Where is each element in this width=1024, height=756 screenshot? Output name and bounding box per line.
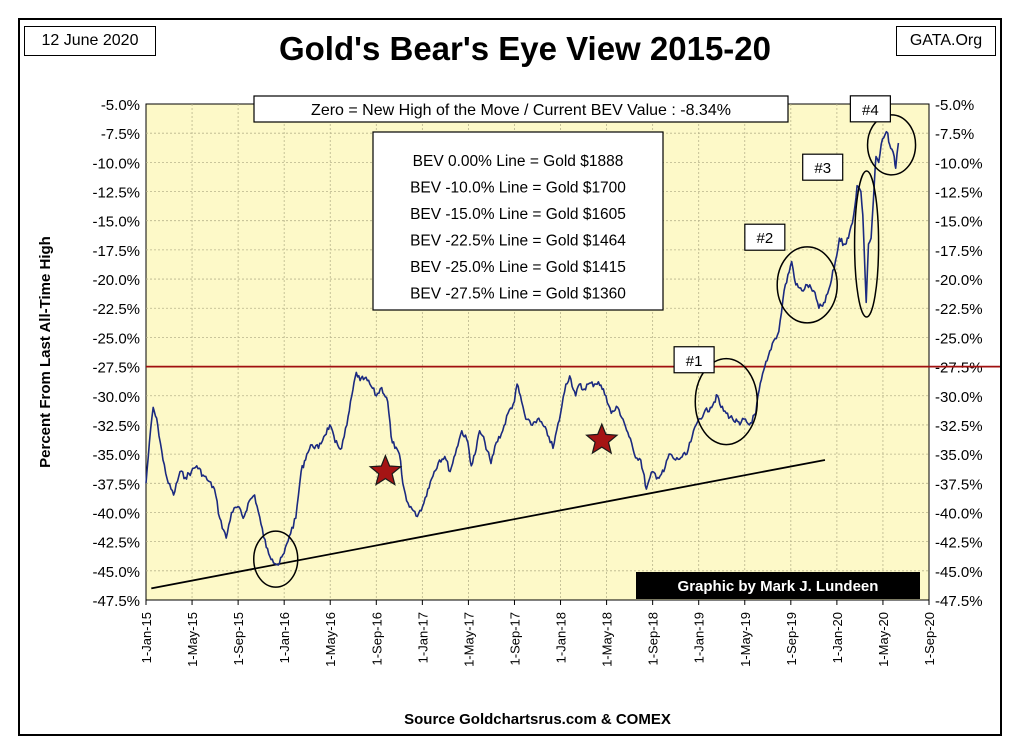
- y-tick-label-right: -40.0%: [935, 505, 983, 522]
- y-tick-label-right: -27.5%: [935, 360, 983, 377]
- y-tick-label-left: -47.5%: [92, 593, 140, 610]
- circle-label: #2: [756, 230, 773, 247]
- y-tick-label-left: -42.5%: [92, 535, 140, 552]
- x-tick-label: 1-May-19: [738, 612, 753, 667]
- y-tick-label-right: -22.5%: [935, 301, 983, 318]
- credit-box: [636, 572, 920, 599]
- y-tick-label-left: -17.5%: [92, 243, 140, 260]
- y-tick-label-right: -42.5%: [935, 535, 983, 552]
- highlight-circle: [866, 114, 917, 176]
- circle-label-box: [849, 95, 891, 123]
- bev-series-line: [145, 130, 900, 566]
- chart-title: Gold's Bear's Eye View 2015-20: [278, 30, 772, 67]
- circle-label-box: [744, 223, 786, 251]
- x-tick-label: 1-Sep-17: [507, 612, 522, 665]
- x-tick-label: 1-May-17: [461, 612, 476, 667]
- x-tick-label: 1-May-15: [185, 612, 200, 667]
- x-tick-label: 1-May-20: [876, 612, 891, 667]
- bev-table-line: BEV -10.0% Line = Gold $1700: [410, 180, 626, 197]
- highlight-circle: [776, 246, 838, 324]
- x-tick-label: 1-Jan-16: [277, 612, 292, 663]
- y-tick-label-right: -7.5%: [935, 126, 974, 143]
- circle-label: #3: [814, 160, 831, 177]
- trend-line: [151, 459, 826, 590]
- y-tick-label-right: -35.0%: [935, 447, 983, 464]
- circle-label-box: [673, 346, 715, 374]
- y-tick-label-right: -5.0%: [935, 97, 974, 114]
- site-label: GATA.Org: [896, 26, 996, 56]
- circle-label: #4: [862, 102, 879, 119]
- y-tick-label-right: -12.5%: [935, 185, 983, 202]
- y-tick-label-left: -45.0%: [92, 564, 140, 581]
- x-tick-label: 1-Sep-15: [231, 612, 246, 665]
- x-tick-label: 1-Jan-20: [830, 612, 845, 663]
- y-tick-label-right: -20.0%: [935, 272, 983, 289]
- x-tick-label: 1-Jan-19: [692, 612, 707, 663]
- x-tick-label: 1-May-16: [323, 612, 338, 667]
- y-tick-label-left: -10.0%: [92, 155, 140, 172]
- y-tick-label-right: -17.5%: [935, 243, 983, 260]
- bev-table-line: BEV -25.0% Line = Gold $1415: [410, 259, 626, 276]
- x-tick-label: 1-Jan-15: [139, 612, 154, 663]
- banner-box: [253, 95, 789, 123]
- y-tick-label-right: -30.0%: [935, 389, 983, 406]
- y-tick-label-right: -10.0%: [935, 155, 983, 172]
- y-axis-label: Percent From Last All-Time High: [37, 236, 54, 468]
- bev-table-line: BEV -15.0% Line = Gold $1605: [410, 206, 626, 223]
- x-tick-label: 1-Sep-18: [646, 612, 661, 665]
- banner-text: Zero = New High of the Move / Current BE…: [311, 102, 731, 119]
- x-tick-label: 1-May-18: [600, 612, 615, 667]
- y-tick-label-left: -35.0%: [92, 447, 140, 464]
- highlight-circle: [694, 357, 759, 446]
- bev-table-line: BEV -22.5% Line = Gold $1464: [410, 233, 626, 250]
- credit-text: Graphic by Mark J. Lundeen: [678, 578, 879, 595]
- y-tick-label-right: -15.0%: [935, 214, 983, 231]
- bev-table-line: BEV -27.5% Line = Gold $1360: [410, 286, 626, 303]
- y-tick-label-right: -45.0%: [935, 564, 983, 581]
- y-tick-label-left: -25.0%: [92, 330, 140, 347]
- circle-label: #1: [686, 353, 703, 370]
- star-marker: [368, 453, 403, 486]
- x-axis-label: Source Goldchartsrus.com & COMEX: [404, 711, 671, 728]
- highlight-circle: [252, 530, 299, 588]
- y-tick-label-left: -27.5%: [92, 360, 140, 377]
- y-tick-label-left: -20.0%: [92, 272, 140, 289]
- y-tick-label-right: -25.0%: [935, 330, 983, 347]
- y-tick-label-left: -22.5%: [92, 301, 140, 318]
- y-tick-label-left: -30.0%: [92, 389, 140, 406]
- x-tick-label: 1-Sep-20: [922, 612, 937, 665]
- y-tick-label-left: -37.5%: [92, 476, 140, 493]
- y-tick-label-left: -32.5%: [92, 418, 140, 435]
- y-tick-label-left: -12.5%: [92, 185, 140, 202]
- date-label: 12 June 2020: [24, 26, 156, 56]
- x-tick-label: 1-Sep-16: [369, 612, 384, 665]
- y-tick-label-right: -32.5%: [935, 418, 983, 435]
- x-tick-label: 1-Jan-17: [415, 612, 430, 663]
- y-tick-label-right: -47.5%: [935, 593, 983, 610]
- y-tick-label-left: -15.0%: [92, 214, 140, 231]
- x-tick-label: 1-Jan-18: [554, 612, 569, 663]
- y-tick-label-right: -37.5%: [935, 476, 983, 493]
- y-tick-label-left: -7.5%: [101, 126, 140, 143]
- y-tick-label-left: -5.0%: [101, 97, 140, 114]
- bev-table-line: BEV 0.00% Line = Gold $1888: [413, 153, 624, 170]
- highlight-circle: [853, 170, 880, 318]
- y-tick-label-left: -40.0%: [92, 505, 140, 522]
- star-marker: [585, 422, 619, 455]
- bev-table-box: [372, 131, 664, 311]
- circle-label-box: [802, 153, 844, 181]
- x-tick-label: 1-Sep-19: [784, 612, 799, 665]
